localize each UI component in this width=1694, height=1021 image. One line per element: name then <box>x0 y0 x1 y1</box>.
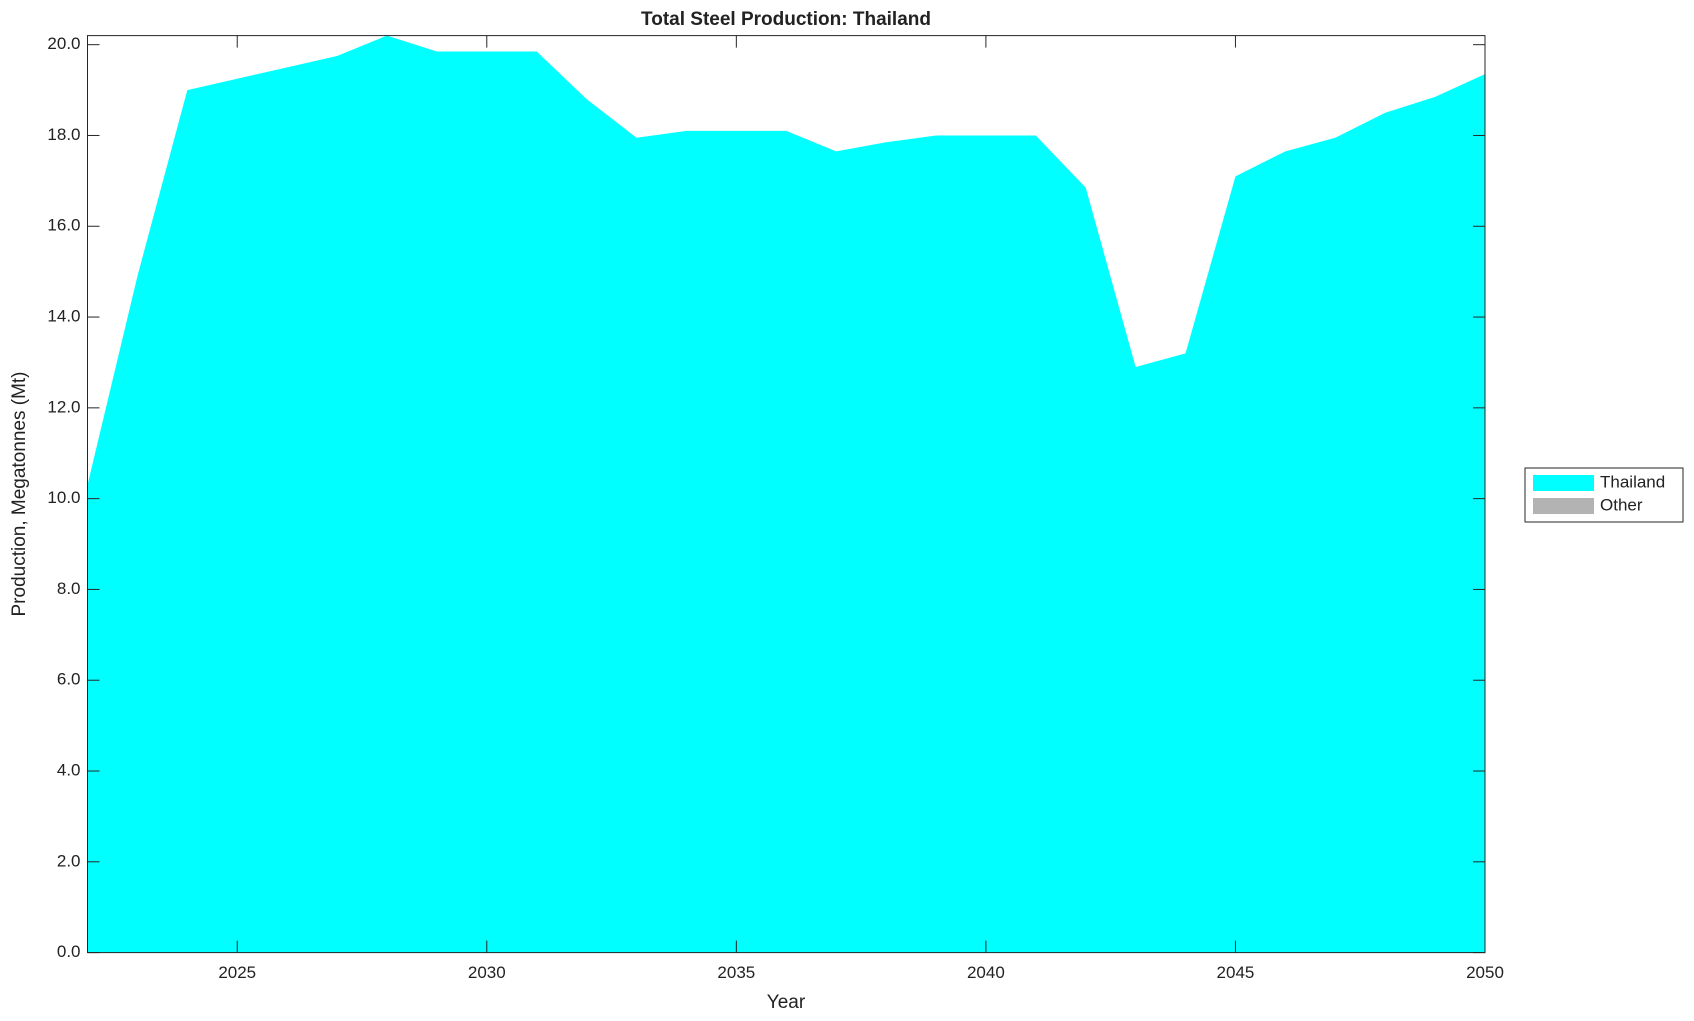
x-tick-label: 2035 <box>717 963 755 982</box>
y-tick-label: 12.0 <box>47 397 80 416</box>
legend-swatch <box>1533 498 1594 514</box>
y-tick-label: 4.0 <box>57 761 81 780</box>
x-tick-label: 2040 <box>967 963 1005 982</box>
legend-swatch <box>1533 475 1594 491</box>
y-tick-label: 16.0 <box>47 216 80 235</box>
y-tick-label: 6.0 <box>57 670 81 689</box>
y-tick-label: 14.0 <box>47 307 80 326</box>
plot-frame <box>87 35 1486 954</box>
legend-label: Other <box>1600 495 1643 514</box>
chart-title: Total Steel Production: Thailand <box>641 9 931 30</box>
x-tick-label: 2050 <box>1466 963 1504 982</box>
x-axis-label: Year <box>767 992 806 1013</box>
y-tick-label: 20.0 <box>47 34 80 53</box>
y-tick-label: 10.0 <box>47 488 80 507</box>
area <box>87 35 1485 953</box>
y-tick-label: 0.0 <box>57 942 81 961</box>
x-tick-label: 2030 <box>468 963 506 982</box>
x-tick-label: 2045 <box>1217 963 1255 982</box>
y-tick-label: 2.0 <box>57 851 81 870</box>
legend-label: Thailand <box>1600 472 1665 491</box>
y-axis-label: Production, Megatonnes (Mt) <box>9 371 30 616</box>
y-tick-label: 8.0 <box>57 579 81 598</box>
x-tick-label: 2025 <box>218 963 256 982</box>
y-tick-label: 18.0 <box>47 125 80 144</box>
